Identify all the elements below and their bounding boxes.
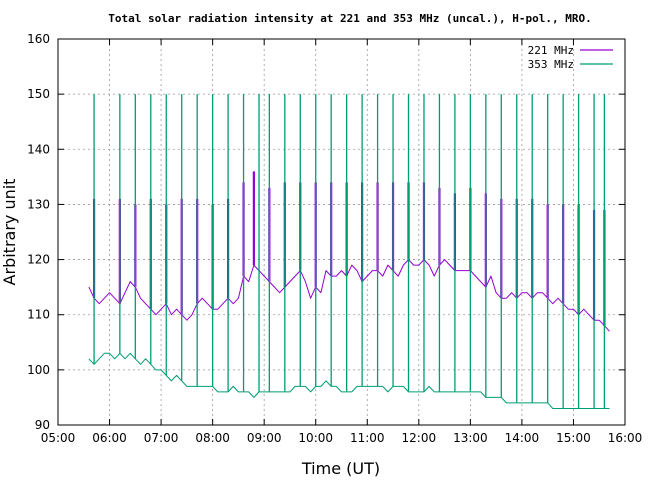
legend-label-353: 353 MHz	[528, 58, 574, 71]
y-axis-label: Arbitrary unit	[0, 179, 19, 286]
x-tick-label: 14:00	[505, 431, 540, 445]
x-axis-label: Time (UT)	[301, 459, 380, 478]
series-0	[88, 171, 610, 332]
x-tick-label: 11:00	[350, 431, 385, 445]
y-tick-label: 110	[27, 308, 50, 322]
x-tick-label: 06:00	[92, 431, 127, 445]
chart-title: Total solar radiation intensity at 221 a…	[108, 12, 591, 25]
x-tick-label: 05:00	[41, 431, 76, 445]
y-tick-label: 90	[35, 418, 50, 432]
y-tick-label: 140	[27, 142, 50, 156]
legend-label-221: 221 MHz	[528, 44, 574, 57]
x-tick-label: 13:00	[453, 431, 488, 445]
x-tick-label: 09:00	[247, 431, 282, 445]
x-axis: 05:00 06:00 07:00 08:00 09:00 10:00 11:00 12:00…	[41, 39, 643, 445]
x-tick-label: 16:00	[608, 431, 643, 445]
y-axis: 90 100 110 120 130 140 150 160	[27, 32, 625, 432]
y-tick-label: 150	[27, 87, 50, 101]
series-line-1	[88, 352, 610, 409]
y-tick-label: 160	[27, 32, 50, 46]
x-tick-label: 10:00	[298, 431, 333, 445]
x-tick-label: 15:00	[556, 431, 591, 445]
y-tick-label: 130	[27, 197, 50, 211]
grid	[58, 39, 625, 425]
series-layer	[88, 94, 610, 409]
x-tick-label: 08:00	[195, 431, 230, 445]
legend: 221 MHz 353 MHz	[528, 44, 613, 71]
plot-frame	[57, 38, 626, 426]
series-line-0	[88, 259, 610, 332]
y-tick-label: 120	[27, 253, 50, 267]
y-tick-label: 100	[27, 363, 50, 377]
x-tick-label: 07:00	[144, 431, 179, 445]
series-1	[88, 94, 610, 409]
x-tick-label: 12:00	[402, 431, 437, 445]
